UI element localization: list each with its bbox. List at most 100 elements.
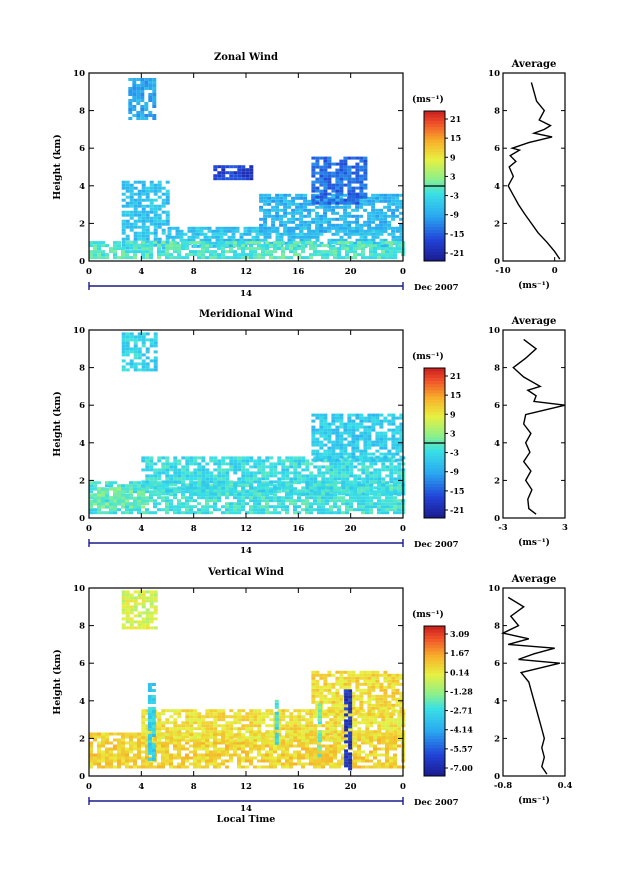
heatmap-cell [307,223,312,227]
heatmap-cell [293,477,298,481]
heatmap-cell [141,718,146,722]
x-tick-label: 4 [138,267,144,277]
heatmap-cell [271,220,276,224]
heatmap-cell [140,81,145,84]
heatmap-cell [309,715,314,719]
heatmap-cell [133,347,138,351]
x-tick-label: 0 [86,267,92,277]
heatmap-cell [301,456,306,460]
heatmap-cell [153,493,157,497]
heatmap-cell [149,596,154,600]
heatmap-cell [217,253,221,257]
heatmap-cell [253,709,258,713]
heatmap-cell [389,250,393,254]
heatmap-cell [303,223,308,227]
heatmap-cell [89,244,93,248]
heatmap-cell [273,508,277,512]
heatmap-cell [237,727,242,731]
heatmap-cell [399,199,404,203]
heatmap-cell [157,492,162,496]
colorbar-step [424,164,445,168]
heatmap-cell [137,750,141,754]
heatmap-cell [303,238,308,242]
heatmap-cell [331,208,336,212]
heatmap-cell [217,747,221,751]
heatmap-cell [393,483,398,487]
heatmap-cell [261,465,266,469]
heatmap-cell [201,718,206,722]
heatmap-cell [121,243,126,247]
heatmap-cell [323,165,328,169]
heatmap-cell [97,247,101,251]
heatmap-cell [313,253,317,257]
heatmap-cell [321,750,325,754]
heatmap-cell [121,231,126,235]
heatmap-cell [385,253,389,257]
heatmap-cell [303,193,308,197]
heatmap-cell [229,459,234,463]
heatmap-cell [311,452,316,456]
heatmap-cell [105,765,109,769]
heatmap-cell [287,202,292,206]
heatmap-cell [293,487,297,491]
heatmap-cell [273,759,277,763]
heatmap-cell [225,744,229,748]
heatmap-cell [393,241,397,245]
heatmap-cell [363,177,368,181]
heatmap-cell [277,496,281,500]
heatmap-cell [269,718,274,722]
heatmap-cell [277,480,282,484]
heatmap-cell [265,715,270,719]
heatmap-cell [141,744,145,748]
heatmap-cell [237,709,242,713]
heatmap-cell [149,183,154,187]
heatmap-cell [343,428,348,432]
heatmap-cell [93,511,97,515]
heatmap-cell [327,217,332,221]
heatmap-cell [339,165,344,169]
heatmap-cell [157,219,162,223]
heatmap-cell [185,730,190,734]
heatmap-cell [97,493,101,497]
heatmap-cell [249,250,253,254]
heatmap-cell [379,437,384,441]
heatmap-cell [257,759,261,763]
heatmap-cell [399,425,404,429]
heatmap-cell [397,736,402,740]
heatmap-cell [331,171,336,175]
colorbar-label: 15 [450,390,461,400]
colorbar-step [424,179,445,184]
heatmap-cell [221,483,226,487]
heatmap-cell [153,611,158,615]
heatmap-cell [241,733,246,737]
heatmap-cell [257,721,262,725]
heatmap-cell [289,465,294,469]
heatmap-cell [148,81,153,84]
heatmap-cell [229,709,234,713]
heatmap-cell [179,229,184,233]
heatmap-cell [335,431,340,435]
heatmap-cell [161,712,166,716]
heatmap-cell [351,428,356,432]
heatmap-cell [181,471,186,475]
heatmap-cell [395,416,400,420]
heatmap-cell [327,223,332,227]
heatmap-cell [329,759,333,763]
heatmap-cell [333,727,338,731]
heatmap-cell [117,502,121,506]
heatmap-cell [305,474,310,478]
heatmap-cell [217,765,221,769]
heatmap-cell [249,747,253,751]
heatmap-cell [393,459,398,463]
heatmap-cell [393,511,397,515]
heatmap-cell [145,347,150,351]
heatmap-cell [329,483,334,487]
heatmap-cell [161,201,166,205]
heatmap-cell [148,96,153,99]
heatmap-cell [281,499,285,503]
heatmap-cell [201,477,206,481]
heatmap-cell [140,117,145,120]
heatmap-cell [309,718,314,722]
heatmap-cell [293,744,297,748]
heatmap-cell [275,193,280,197]
